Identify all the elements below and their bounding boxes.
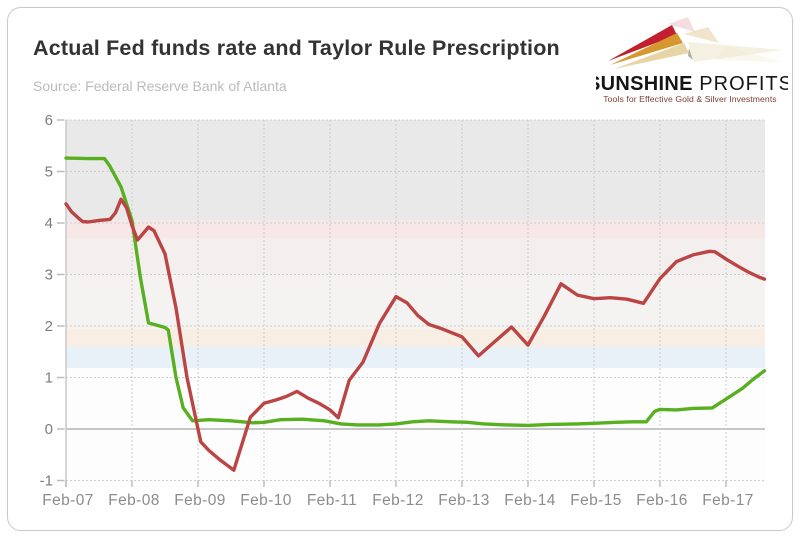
x-tick-label: Feb-08 [108, 492, 160, 509]
logo-wordmark: SUNSHINE PROFITS [596, 73, 788, 95]
y-tick-label: 0 [45, 421, 53, 438]
x-tick-label: Feb-11 [307, 492, 357, 509]
y-tick-label: 5 [45, 164, 53, 181]
x-tick-label: Feb-12 [372, 492, 424, 509]
page-title: Actual Fed funds rate and Taylor Rule Pr… [33, 36, 560, 60]
sunshine-profits-logo: SUNSHINE PROFITS Tools for Effective Gol… [587, 8, 792, 106]
plot-band [66, 346, 765, 369]
x-tick-label: Feb-13 [438, 492, 490, 509]
plot-band [66, 238, 765, 275]
sunshine-profits-logo-icon: SUNSHINE PROFITS Tools for Effective Gol… [587, 17, 792, 104]
y-tick-label: 1 [45, 370, 53, 387]
plot-band [66, 328, 765, 347]
x-tick-label: Feb-16 [636, 492, 688, 509]
x-tick-label: Feb-09 [174, 492, 226, 509]
x-tick-label: Feb-07 [42, 492, 94, 509]
x-tick-label: Feb-10 [240, 492, 292, 509]
source-caption: Source: Federal Reserve Bank of Atlanta [33, 78, 287, 94]
y-tick-label: -1 [40, 473, 53, 490]
plot-band [66, 368, 765, 481]
plot-band [66, 274, 765, 329]
y-tick-label: 4 [45, 215, 53, 232]
plot-band [66, 220, 765, 239]
plot-band [66, 120, 765, 221]
y-tick-label: 6 [45, 112, 53, 129]
logo-tagline: Tools for Effective Gold & Silver Invest… [603, 94, 776, 104]
series-line-taylor-rule-prescription [64, 197, 767, 472]
series-line-actual-fed-funds-rate [64, 156, 767, 428]
y-tick-label: 2 [45, 318, 53, 335]
x-tick-label: Feb-15 [570, 492, 622, 509]
x-tick-label: Feb-17 [702, 492, 754, 509]
x-tick-label: Feb-14 [504, 492, 556, 509]
y-tick-label: 3 [45, 267, 53, 284]
sun-rays-icon [608, 17, 784, 69]
